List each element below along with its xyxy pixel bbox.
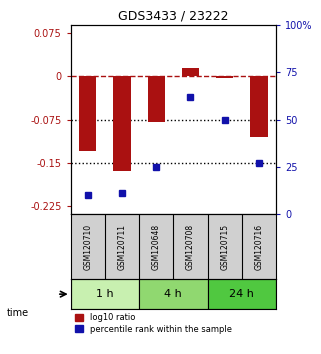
FancyBboxPatch shape <box>71 279 139 309</box>
FancyBboxPatch shape <box>139 279 208 309</box>
Bar <box>79 76 96 151</box>
Text: GSM120716: GSM120716 <box>255 224 264 270</box>
Text: GSM120708: GSM120708 <box>186 224 195 270</box>
Bar <box>182 68 199 76</box>
Text: time: time <box>6 308 29 318</box>
Bar <box>113 76 131 171</box>
Text: GSM120711: GSM120711 <box>117 224 126 270</box>
Text: 24 h: 24 h <box>230 289 254 299</box>
Bar <box>250 76 267 137</box>
Text: GSM120648: GSM120648 <box>152 224 161 270</box>
Text: 1 h: 1 h <box>96 289 114 299</box>
Bar <box>216 76 233 78</box>
Bar <box>148 76 165 122</box>
Text: 4 h: 4 h <box>164 289 182 299</box>
FancyBboxPatch shape <box>208 279 276 309</box>
Legend: log10 ratio, percentile rank within the sample: log10 ratio, percentile rank within the … <box>75 313 232 334</box>
Text: GSM120710: GSM120710 <box>83 224 92 270</box>
Text: GSM120715: GSM120715 <box>220 224 229 270</box>
Title: GDS3433 / 23222: GDS3433 / 23222 <box>118 9 229 22</box>
